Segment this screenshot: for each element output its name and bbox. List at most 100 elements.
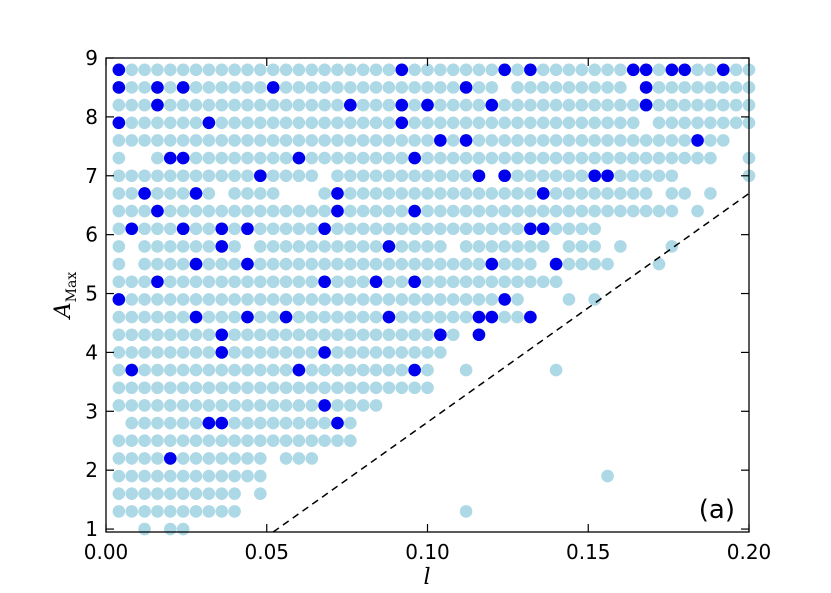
- data-point-light: [164, 63, 177, 77]
- data-point-light: [626, 151, 640, 165]
- data-point-light: [189, 416, 203, 430]
- data-point-light: [344, 399, 357, 412]
- data-point-light: [112, 452, 126, 465]
- data-point-light: [356, 310, 370, 324]
- data-point-light: [202, 293, 216, 306]
- data-point-light: [151, 257, 164, 271]
- data-point-light: [112, 169, 126, 183]
- data-point-light: [331, 310, 344, 324]
- data-point-light: [395, 275, 409, 289]
- data-point-light: [241, 204, 254, 218]
- data-point-light: [241, 116, 254, 130]
- data-point-light: [421, 275, 434, 289]
- data-point-dark: [485, 257, 499, 271]
- data-point-light: [189, 204, 203, 218]
- data-point-light: [562, 257, 576, 271]
- data-point-light: [125, 505, 139, 518]
- data-point-light: [382, 346, 396, 359]
- y-tick-label: 8: [85, 105, 98, 129]
- data-point-light: [279, 328, 293, 342]
- data-point-light: [472, 134, 486, 147]
- data-point-dark: [189, 310, 203, 324]
- data-point-light: [575, 116, 589, 130]
- data-point-light: [408, 98, 421, 112]
- data-point-light: [241, 363, 254, 377]
- data-point-light: [138, 522, 151, 536]
- data-point-dark: [215, 416, 229, 430]
- data-point-light: [202, 469, 216, 483]
- data-point-light: [549, 151, 563, 165]
- data-point-light: [228, 310, 241, 324]
- data-point-light: [176, 416, 190, 430]
- data-point-light: [344, 275, 357, 289]
- data-point-dark: [151, 204, 164, 218]
- data-point-light: [266, 187, 280, 200]
- data-point-light: [151, 452, 164, 465]
- data-point-light: [138, 98, 151, 112]
- data-point-dark: [138, 187, 151, 200]
- data-point-light: [202, 169, 216, 183]
- data-point-light: [549, 134, 563, 147]
- data-point-light: [241, 151, 254, 165]
- data-point-light: [215, 169, 229, 183]
- data-point-light: [318, 98, 331, 112]
- data-point-light: [202, 346, 216, 359]
- data-point-dark: [434, 328, 447, 342]
- data-point-light: [459, 275, 473, 289]
- data-point-light: [665, 169, 679, 183]
- data-point-light: [665, 187, 679, 200]
- data-point-light: [176, 134, 190, 147]
- data-point-light: [266, 346, 280, 359]
- data-point-light: [112, 275, 126, 289]
- data-point-light: [665, 98, 679, 112]
- data-point-light: [356, 187, 370, 200]
- data-point-light: [549, 98, 563, 112]
- data-point-light: [176, 505, 190, 518]
- data-point-light: [151, 151, 164, 165]
- data-point-light: [369, 81, 383, 94]
- data-point-light: [305, 399, 319, 412]
- data-point-light: [536, 81, 550, 94]
- data-point-light: [292, 81, 306, 94]
- data-point-light: [382, 116, 396, 130]
- data-point-light: [652, 169, 666, 183]
- data-point-light: [151, 134, 164, 147]
- data-point-dark: [202, 116, 216, 130]
- data-point-light: [176, 522, 190, 536]
- data-point-light: [511, 81, 524, 94]
- data-point-light: [562, 98, 576, 112]
- data-point-light: [266, 310, 280, 324]
- data-point-light: [524, 116, 537, 130]
- data-point-light: [344, 257, 357, 271]
- data-point-light: [254, 416, 267, 430]
- data-point-light: [446, 310, 460, 324]
- data-point-light: [228, 381, 241, 395]
- data-point-light: [575, 169, 589, 183]
- data-point-light: [279, 293, 293, 306]
- data-point-light: [266, 275, 280, 289]
- data-point-light: [498, 98, 511, 112]
- data-point-light: [279, 257, 293, 271]
- data-point-light: [228, 346, 241, 359]
- data-point-light: [176, 381, 190, 395]
- data-point-light: [112, 469, 126, 483]
- data-point-light: [279, 452, 293, 465]
- data-point-light: [176, 487, 190, 501]
- data-point-light: [112, 134, 126, 147]
- data-point-light: [125, 434, 139, 448]
- data-point-light: [446, 169, 460, 183]
- data-point-light: [189, 505, 203, 518]
- data-point-light: [176, 363, 190, 377]
- data-point-light: [164, 257, 177, 271]
- data-point-light: [215, 257, 229, 271]
- data-point-light: [382, 363, 396, 377]
- data-point-light: [318, 240, 331, 253]
- data-point-light: [408, 381, 421, 395]
- data-point-light: [369, 399, 383, 412]
- data-point-dark: [176, 151, 190, 165]
- x-tick-label: 0.05: [244, 540, 289, 564]
- data-point-light: [164, 187, 177, 200]
- data-point-light: [434, 346, 447, 359]
- y-axis-label-main: A: [51, 302, 76, 320]
- data-point-dark: [421, 98, 434, 112]
